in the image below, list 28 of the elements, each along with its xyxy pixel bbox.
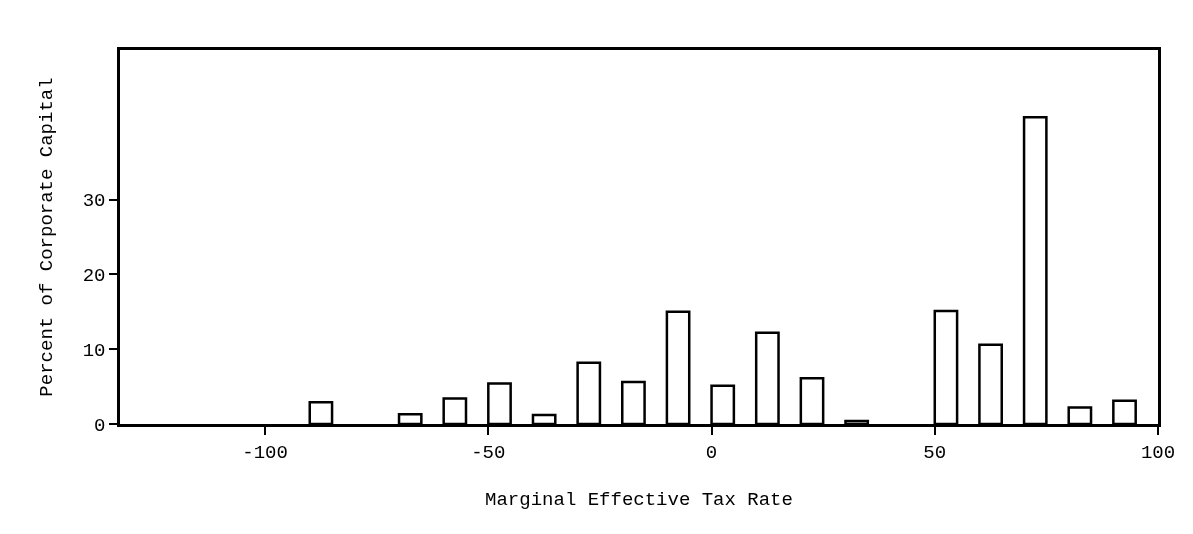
bar [665,310,691,424]
bar [1112,399,1137,424]
bar [933,309,959,424]
x-tick-label: -50 [471,441,506,464]
bar [442,397,468,424]
bar [621,380,646,424]
bar [978,343,1003,424]
x-tick-label: 0 [705,441,718,464]
x-tick-label: -100 [242,441,288,464]
y-tick-label: 0 [94,414,106,437]
bar [487,382,512,424]
bar [531,413,557,424]
y-tick-label: 10 [82,339,106,362]
y-tick-label: 20 [82,265,106,288]
bar [308,401,334,424]
y-axis-title: Percent of Corporate Capital [36,77,59,397]
x-tick-label: 100 [1140,441,1176,464]
bar [754,331,780,424]
bar [799,377,825,424]
bar [576,361,602,424]
y-tick-label: 30 [82,190,106,213]
bar [844,419,870,424]
x-tick-label: 50 [923,441,947,464]
bar [710,384,736,424]
bar [1022,116,1048,424]
bar [397,413,423,424]
bar [1067,406,1093,424]
x-axis-title: Marginal Effective Tax Rate [485,489,793,512]
